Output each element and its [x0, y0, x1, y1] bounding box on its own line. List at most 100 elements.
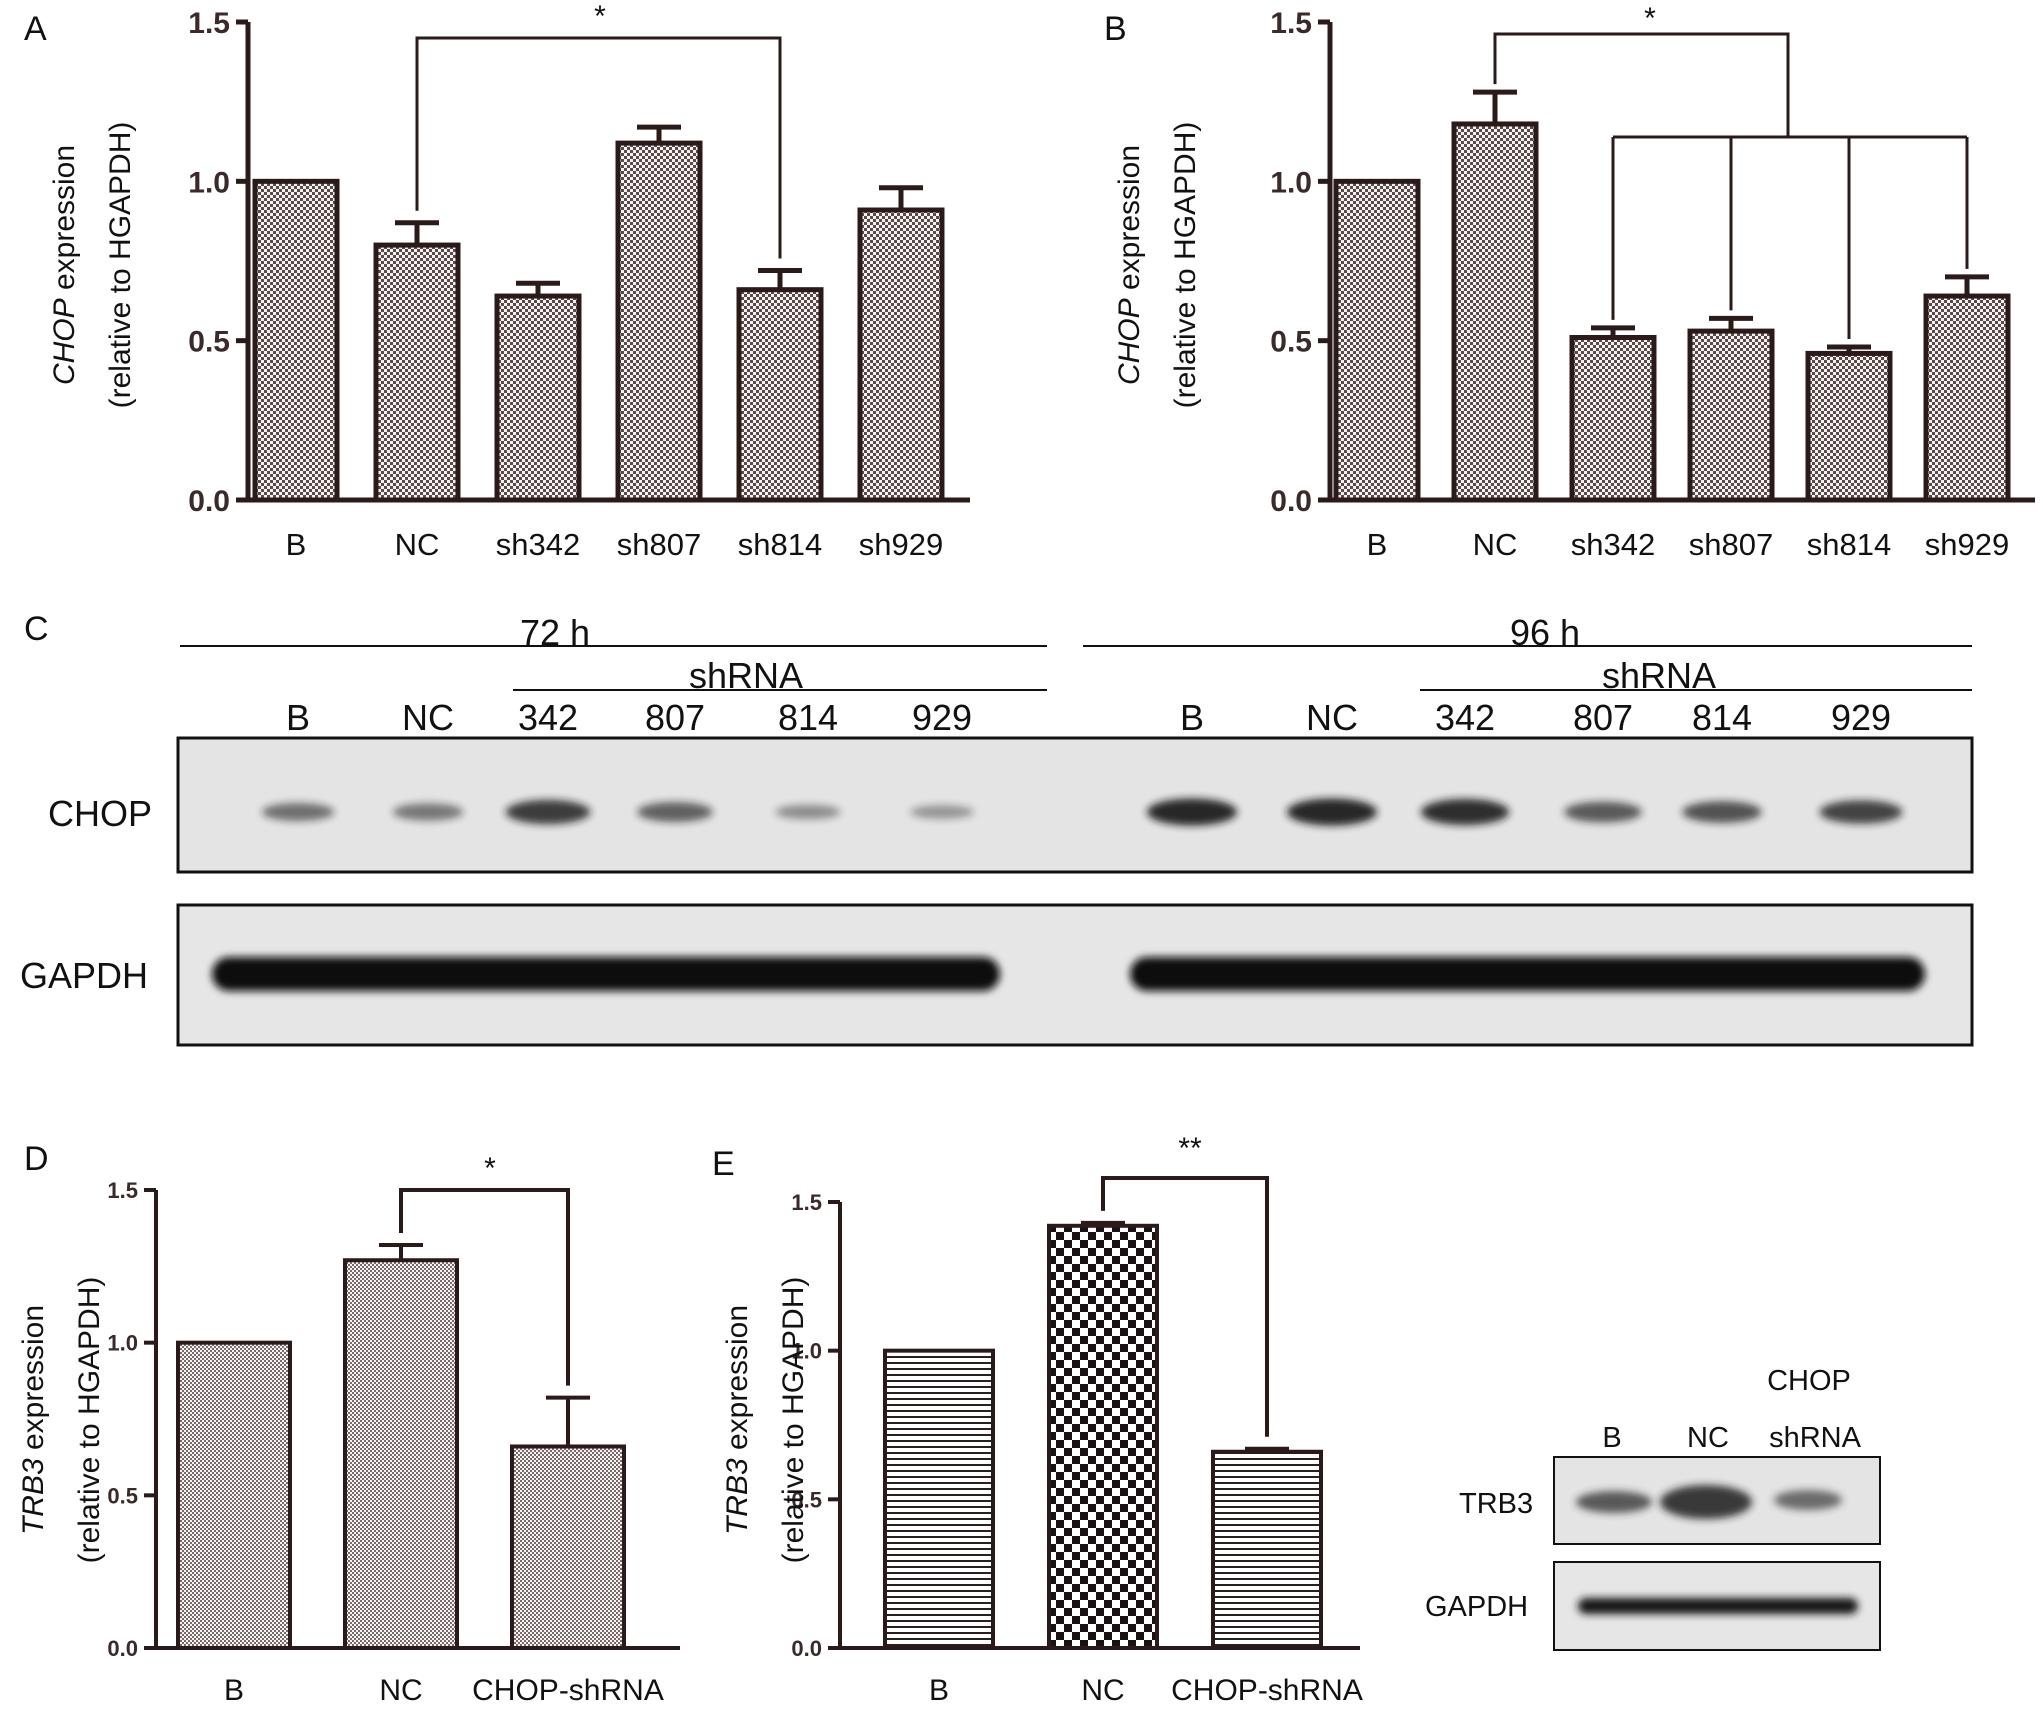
y-tick-label: 1.5 [791, 1190, 822, 1215]
chop-band [261, 802, 335, 822]
bar [1047, 1223, 1159, 1650]
significance-bracket [415, 36, 782, 259]
x-tick-label: B [286, 527, 307, 562]
y-tick-label: 0.5 [107, 1483, 138, 1508]
gapdh-band-e [1578, 1598, 1858, 1614]
lane-label: 342 [518, 697, 578, 738]
y-tick-label: 0.5 [188, 326, 230, 359]
significance-bracket [1101, 1176, 1269, 1437]
significance-marker: ** [1178, 1132, 1202, 1165]
x-tick-label: sh342 [1571, 527, 1655, 562]
x-tick-label: NC [1473, 527, 1518, 562]
chop-blot-membrane [176, 736, 1974, 874]
y-tick-label: 1.0 [188, 166, 230, 199]
western-blot-c: 72 h 96 h shRNA shRNA B NC 342 807 814 929 B NC… [20, 612, 1974, 1047]
chop-band [1286, 798, 1378, 826]
chart-d: 0.0 0.5 1.0 1.5 TRB3 expression (relative to … [17, 1152, 680, 1707]
x-tick-label: B [1367, 527, 1388, 562]
bar [1687, 328, 1775, 503]
blot-e-header-chop: CHOP [1767, 1365, 1851, 1397]
chop-band [1682, 801, 1762, 823]
bar [736, 287, 824, 503]
y-axis-label: CHOP expression [48, 145, 81, 385]
chop-band [637, 802, 713, 822]
lane-label: B [1180, 697, 1204, 738]
y-axis-label-line2: (relative to HGAPDH) [73, 1277, 106, 1564]
bar [510, 1444, 626, 1650]
chop-band [775, 804, 841, 820]
significance-bracket [399, 1188, 570, 1386]
y-tick-label: 0.0 [1270, 485, 1312, 518]
lane-label: 807 [645, 697, 705, 738]
chop-band [392, 803, 464, 821]
lane-label: 814 [778, 697, 838, 738]
blot-e-lane-nc: NC [1687, 1422, 1729, 1454]
y-tick-label: 0.5 [1270, 326, 1312, 359]
bar [343, 1258, 459, 1651]
lane-label: B [286, 697, 310, 738]
row-label-gapdh: GAPDH [20, 955, 148, 996]
bar [1451, 121, 1539, 503]
y-axis-label-line2: (relative to HGAPDH) [1169, 122, 1202, 409]
trb3-band-nc [1660, 1485, 1752, 1519]
western-blot-e: CHOP B NC shRNA TRB3 GAPDH [1425, 1365, 1881, 1651]
significance-marker: * [484, 1152, 496, 1185]
chop-band [505, 799, 591, 825]
trb3-band-shrna [1774, 1490, 1842, 1510]
y-axis-label: CHOP expression [1113, 145, 1146, 385]
y-tick-label: 0.0 [791, 1636, 822, 1661]
bar [176, 1340, 292, 1650]
lane-label: 929 [912, 697, 972, 738]
trb3-band-b [1576, 1491, 1652, 1513]
bar [1923, 293, 2011, 503]
panel-label-a: A [24, 10, 47, 48]
panel-label-b: B [1104, 10, 1127, 48]
panel-label-d: D [24, 1140, 49, 1178]
chop-band [1146, 798, 1238, 826]
y-tick-label: 1.0 [107, 1331, 138, 1356]
bar [252, 178, 340, 503]
blot-e-row-gapdh: GAPDH [1425, 1591, 1528, 1623]
panel-label-c: C [24, 610, 49, 648]
y-tick-label: 1.0 [791, 1339, 822, 1364]
y-axis-label-line2: (relative to HGAPDH) [777, 1277, 810, 1564]
y-tick-label: 0.5 [791, 1487, 822, 1512]
lane-label: 929 [1831, 697, 1891, 738]
chop-band [1564, 801, 1642, 823]
chart-b: 0.0 0.5 1.0 1.5 CHOP expression (relative to … [1113, 2, 2035, 562]
lane-label: NC [402, 697, 454, 738]
x-tick-label: CHOP-shRNA [472, 1674, 664, 1707]
lane-label: 342 [1435, 697, 1495, 738]
x-tick-label: sh929 [1925, 527, 2009, 562]
bar [494, 293, 582, 503]
chop-band [910, 805, 974, 819]
x-tick-label: B [224, 1674, 244, 1707]
y-tick-label: 1.5 [107, 1178, 138, 1203]
x-tick-label: sh807 [1689, 527, 1773, 562]
x-tick-label: B [929, 1674, 949, 1707]
blot-e-lane-b: B [1602, 1422, 1621, 1454]
bar [1569, 334, 1657, 503]
y-tick-label: 0.0 [107, 1636, 138, 1661]
bar [1805, 350, 1893, 503]
significance-bracket [1493, 32, 1790, 137]
y-tick-label: 1.0 [1270, 166, 1312, 199]
lane-label: 814 [1692, 697, 1752, 738]
x-tick-label: sh814 [738, 527, 822, 562]
x-tick-label: NC [1081, 1674, 1124, 1707]
x-tick-label: sh807 [617, 527, 701, 562]
x-tick-label: sh814 [1807, 527, 1891, 562]
gapdh-band-strip [212, 957, 1000, 991]
y-axis-label: TRB3 expression [721, 1305, 754, 1535]
bar [615, 140, 703, 503]
chart-e: 0.0 0.5 1.0 1.5 TRB3 expression (relative to … [721, 1132, 1363, 1707]
significance-marker: * [594, 0, 606, 33]
bar [1211, 1449, 1323, 1651]
bar [373, 242, 461, 503]
x-tick-label: NC [379, 1674, 422, 1707]
y-axis-label-line2: (relative to HGAPDH) [104, 122, 137, 409]
lane-label: NC [1306, 697, 1358, 738]
y-tick-label: 0.0 [188, 485, 230, 518]
lane-label: 807 [1573, 697, 1633, 738]
x-tick-label: NC [395, 527, 440, 562]
